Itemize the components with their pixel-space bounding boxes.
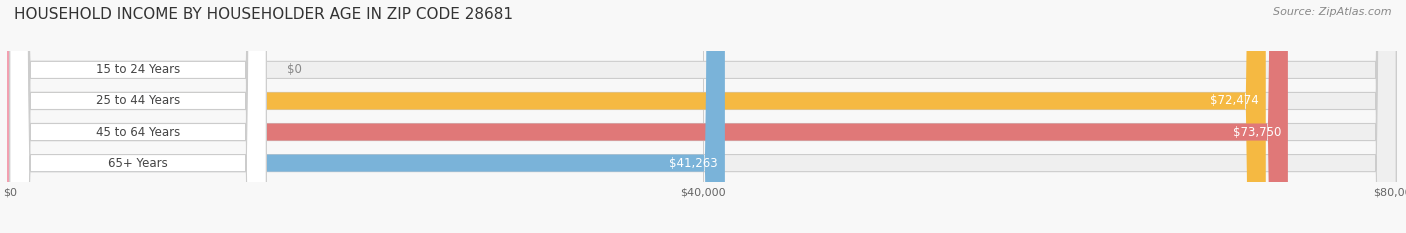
FancyBboxPatch shape	[10, 0, 266, 233]
FancyBboxPatch shape	[10, 0, 725, 233]
FancyBboxPatch shape	[10, 0, 266, 233]
Text: $41,263: $41,263	[669, 157, 718, 170]
FancyBboxPatch shape	[10, 0, 1396, 233]
Text: Source: ZipAtlas.com: Source: ZipAtlas.com	[1274, 7, 1392, 17]
Text: HOUSEHOLD INCOME BY HOUSEHOLDER AGE IN ZIP CODE 28681: HOUSEHOLD INCOME BY HOUSEHOLDER AGE IN Z…	[14, 7, 513, 22]
FancyBboxPatch shape	[10, 0, 266, 233]
FancyBboxPatch shape	[10, 0, 1265, 233]
Text: 45 to 64 Years: 45 to 64 Years	[96, 126, 180, 139]
FancyBboxPatch shape	[10, 0, 1288, 233]
FancyBboxPatch shape	[0, 0, 31, 233]
FancyBboxPatch shape	[10, 0, 266, 233]
Text: 25 to 44 Years: 25 to 44 Years	[96, 94, 180, 107]
FancyBboxPatch shape	[10, 0, 1396, 233]
FancyBboxPatch shape	[10, 0, 1396, 233]
Text: 65+ Years: 65+ Years	[108, 157, 167, 170]
FancyBboxPatch shape	[10, 0, 1396, 233]
Text: 15 to 24 Years: 15 to 24 Years	[96, 63, 180, 76]
Text: $0: $0	[287, 63, 302, 76]
Text: $73,750: $73,750	[1233, 126, 1281, 139]
Text: $72,474: $72,474	[1211, 94, 1258, 107]
